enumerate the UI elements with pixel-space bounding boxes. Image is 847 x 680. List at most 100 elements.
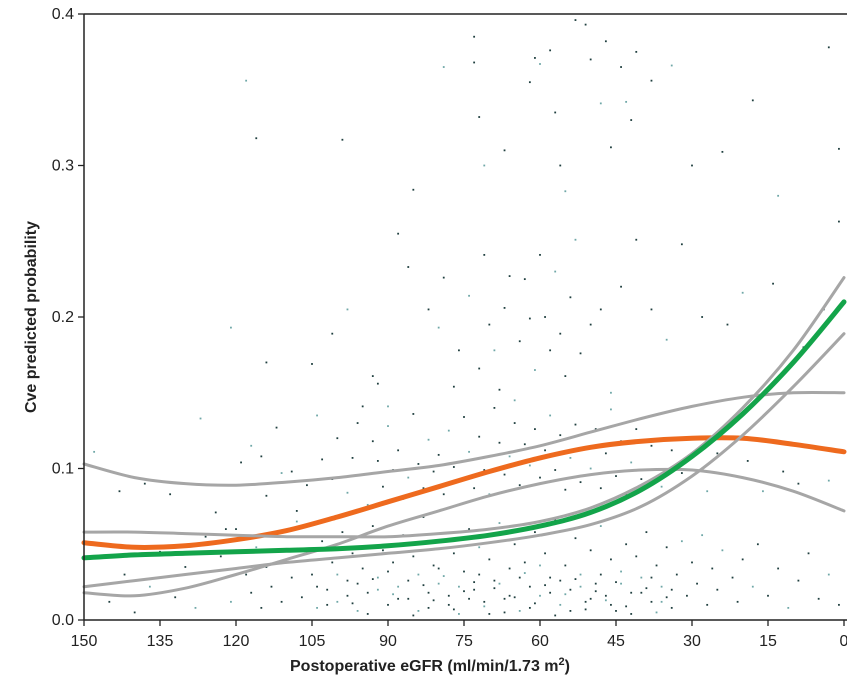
gray-fit-line bbox=[82, 467, 846, 598]
scatter-point bbox=[306, 484, 308, 487]
scatter-point bbox=[711, 567, 714, 570]
scatter-point bbox=[528, 585, 531, 588]
scatter-point bbox=[549, 349, 552, 352]
scatter-point bbox=[665, 596, 668, 599]
scatter-point bbox=[782, 470, 785, 473]
scatter-point bbox=[432, 564, 435, 567]
y-tick-label: 0.1 bbox=[52, 461, 74, 478]
scatter-point bbox=[366, 591, 369, 594]
scatter-point bbox=[361, 405, 364, 408]
scatter-point bbox=[387, 405, 389, 408]
scatter-point bbox=[620, 582, 622, 585]
scatter-point bbox=[392, 561, 394, 564]
scatter-point bbox=[458, 585, 460, 588]
scatter-point bbox=[275, 426, 278, 429]
scatter-point bbox=[483, 600, 486, 603]
scatter-point bbox=[539, 564, 541, 567]
scatter-point bbox=[407, 476, 410, 479]
scatter-point bbox=[493, 587, 496, 590]
scatter-point bbox=[620, 285, 622, 288]
x-axis-title: Postoperative eGFR (ml/min/1.73 m2) bbox=[290, 656, 570, 675]
scatter-point bbox=[417, 573, 420, 576]
scatter-point bbox=[483, 605, 486, 608]
scatter-point bbox=[503, 611, 506, 614]
scatter-point bbox=[599, 573, 602, 576]
scatter-point bbox=[250, 591, 253, 594]
scatter-point bbox=[569, 588, 572, 591]
scatter-point bbox=[361, 567, 364, 570]
scatter-point bbox=[721, 150, 724, 153]
scatter-point bbox=[594, 590, 597, 593]
scatter-point bbox=[336, 600, 339, 603]
scatter-point bbox=[447, 429, 450, 432]
x-axis-title-main: Postoperative eGFR (ml/min/1.73 m bbox=[290, 658, 559, 675]
scatter-point bbox=[513, 596, 516, 599]
scatter-point bbox=[270, 585, 273, 588]
scatter-point bbox=[194, 606, 197, 609]
scatter-point bbox=[397, 232, 400, 235]
scatter-point bbox=[483, 164, 486, 167]
scatter-point bbox=[827, 573, 830, 576]
scatter-point bbox=[539, 594, 541, 597]
scatter-point bbox=[620, 66, 622, 68]
scatter-point bbox=[473, 581, 476, 584]
scatter-point bbox=[615, 610, 617, 612]
x-tick-label: 60 bbox=[531, 633, 549, 650]
scatter-point bbox=[610, 558, 612, 561]
y-ticks: 0.0 0.1 0.2 0.3 0.4 bbox=[52, 6, 84, 629]
scatter-point bbox=[321, 458, 324, 461]
scatter-point bbox=[523, 572, 526, 574]
scatter-point bbox=[427, 591, 430, 594]
scatter-point bbox=[670, 64, 673, 67]
scatter-point bbox=[670, 588, 673, 591]
scatter-point bbox=[797, 579, 800, 582]
scatter-point bbox=[564, 593, 567, 596]
scatter-point bbox=[376, 460, 379, 462]
scatter-point bbox=[503, 473, 506, 476]
y-tick-label: 0.4 bbox=[52, 6, 74, 23]
scatter-point bbox=[610, 408, 612, 411]
scatter-point bbox=[452, 552, 455, 555]
scatter-point bbox=[417, 610, 420, 612]
scatter-point bbox=[615, 581, 617, 584]
scatter-point bbox=[493, 407, 496, 409]
scatter-point bbox=[549, 49, 552, 52]
scatter-point bbox=[635, 428, 638, 431]
scatter-point bbox=[240, 461, 242, 464]
scatter-point bbox=[599, 487, 602, 490]
x-tick-label: 120 bbox=[223, 633, 250, 650]
scatter-point bbox=[260, 606, 263, 609]
scatter-point bbox=[265, 361, 268, 364]
x-tick-label: 15 bbox=[759, 633, 777, 650]
scatter-point bbox=[539, 253, 541, 256]
scatter-points bbox=[93, 19, 840, 617]
scatter-point bbox=[665, 338, 668, 341]
scatter-point bbox=[376, 588, 379, 591]
scatter-point bbox=[148, 585, 151, 588]
x-tick-label: 0 bbox=[840, 633, 847, 650]
scatter-point bbox=[371, 440, 374, 443]
scatter-point bbox=[442, 276, 445, 279]
scatter-point bbox=[336, 437, 339, 440]
scatter-point bbox=[417, 463, 420, 465]
scatter-point bbox=[341, 138, 344, 141]
scatter-point bbox=[290, 470, 293, 473]
scatter-point bbox=[442, 493, 445, 496]
scatter-point bbox=[498, 441, 501, 444]
scatter-point bbox=[549, 576, 552, 579]
scatter-point bbox=[230, 600, 232, 603]
scatter-point bbox=[741, 558, 744, 561]
scatter-point bbox=[827, 46, 830, 49]
scatter-point bbox=[468, 528, 470, 530]
scatter-point bbox=[534, 602, 536, 605]
scatter-point bbox=[473, 588, 476, 591]
scatter-point bbox=[387, 570, 389, 573]
scatter-point bbox=[412, 188, 415, 191]
scatter-point bbox=[199, 417, 202, 420]
scatter-point bbox=[255, 137, 258, 140]
scatter-point bbox=[838, 147, 840, 150]
scatter-point bbox=[635, 555, 638, 558]
scatter-point bbox=[478, 546, 481, 549]
scatter-point bbox=[518, 610, 521, 612]
scatter-point bbox=[376, 576, 379, 579]
